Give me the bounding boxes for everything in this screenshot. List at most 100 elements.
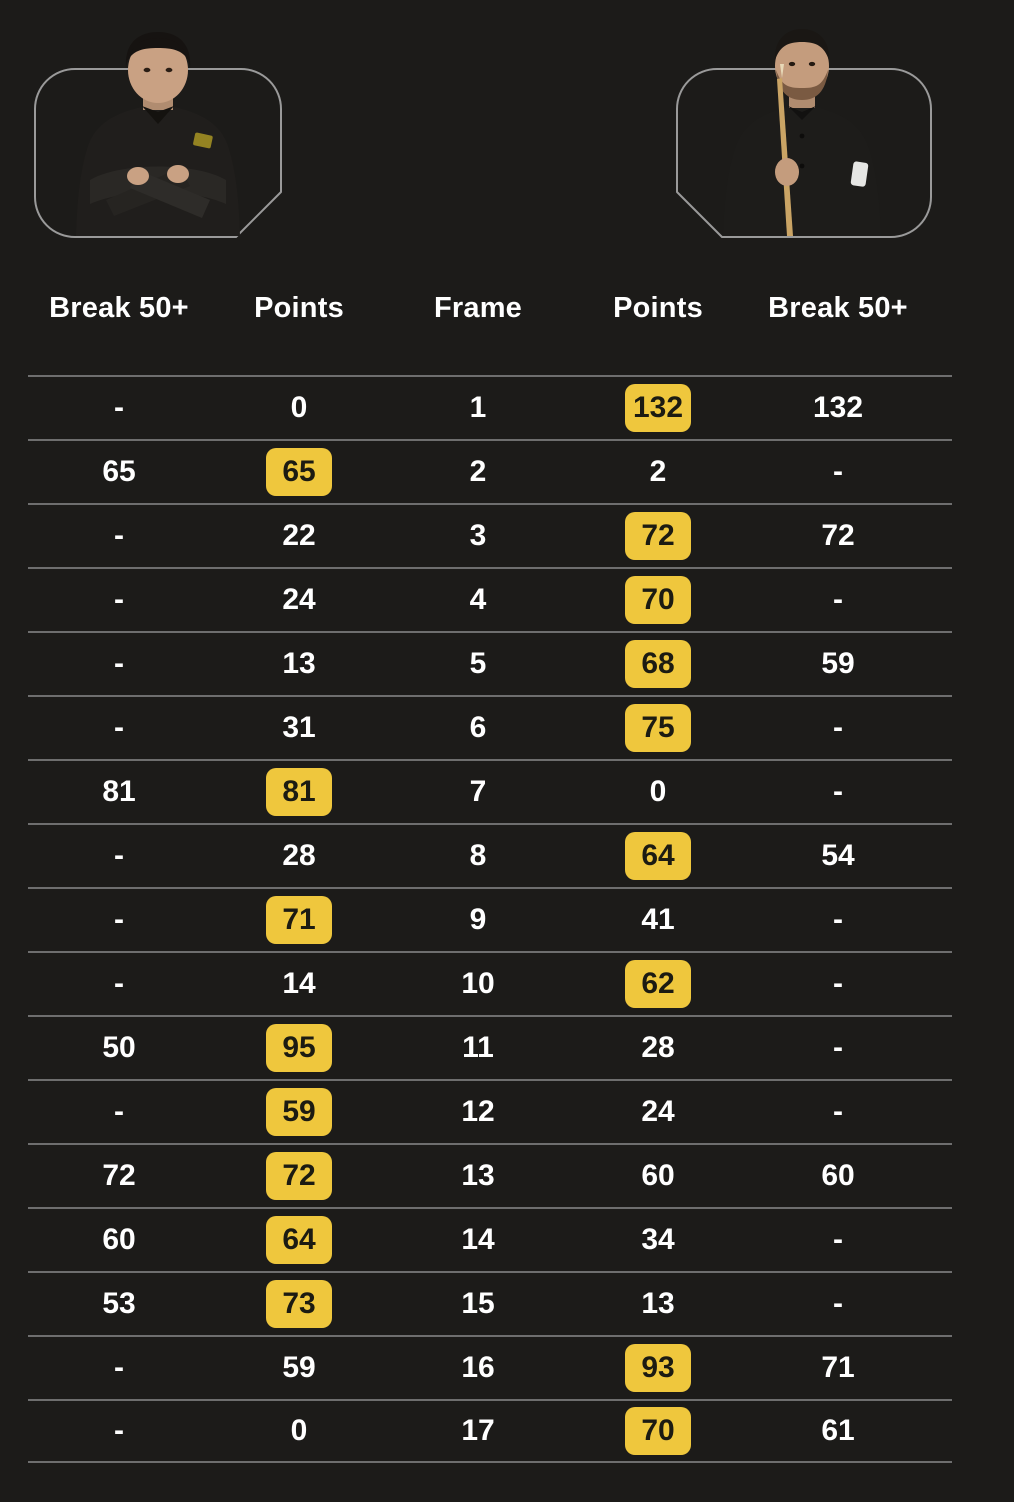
column-header-left-points: Points bbox=[254, 292, 344, 324]
right-player-photo bbox=[723, 29, 881, 236]
left-points-value: 22 bbox=[282, 519, 316, 552]
frame-row: 72 72 13 60 60 bbox=[28, 1143, 952, 1207]
frame-number: 4 bbox=[469, 583, 487, 616]
right-break-50-value: - bbox=[833, 1031, 843, 1064]
frame-number: 11 bbox=[462, 1031, 494, 1064]
frame-row: 50 95 11 28 - bbox=[28, 1015, 952, 1079]
frame-number: 7 bbox=[469, 775, 487, 808]
right-break-50-value: 60 bbox=[821, 1159, 855, 1192]
right-break-50-value: - bbox=[833, 711, 843, 744]
left-break-50-value: - bbox=[114, 903, 124, 936]
frame-row: - 24 4 70 - bbox=[28, 567, 952, 631]
right-points-value: 41 bbox=[641, 903, 675, 936]
right-break-50-value: - bbox=[833, 967, 843, 1000]
frame-row: - 28 8 64 54 bbox=[28, 823, 952, 887]
right-points-value: 34 bbox=[641, 1223, 675, 1256]
right-break-50-value: 72 bbox=[821, 519, 855, 552]
players-row bbox=[0, 0, 1014, 270]
frame-number: 10 bbox=[461, 967, 495, 1000]
column-header-right-break50: Break 50+ bbox=[768, 292, 908, 324]
frame-row: 60 64 14 34 - bbox=[28, 1207, 952, 1271]
left-break-50-value: 72 bbox=[102, 1159, 136, 1192]
right-break-50-value: 54 bbox=[821, 839, 855, 872]
frame-number: 3 bbox=[469, 519, 487, 552]
left-break-50-value: - bbox=[114, 647, 124, 680]
left-points-value: 13 bbox=[282, 647, 316, 680]
table-body: - 0 1 132 132 65 65 2 2 - - 22 3 72 72 -… bbox=[28, 375, 952, 1463]
frame-row: 53 73 15 13 - bbox=[28, 1271, 952, 1335]
right-points-value: 93 bbox=[625, 1344, 691, 1392]
table-header-row: Break 50+ Points Frame Points Break 50+ bbox=[28, 270, 952, 375]
left-break-50-value: 50 bbox=[102, 1031, 136, 1064]
left-break-50-value: - bbox=[114, 583, 124, 616]
left-break-50-value: - bbox=[114, 1351, 124, 1384]
frame-number: 1 bbox=[469, 391, 487, 424]
frame-row: 65 65 2 2 - bbox=[28, 439, 952, 503]
left-points-value: 31 bbox=[282, 711, 316, 744]
frame-number: 8 bbox=[469, 839, 487, 872]
right-break-50-value: - bbox=[833, 1223, 843, 1256]
right-break-50-value: 132 bbox=[812, 391, 864, 424]
right-break-50-value: - bbox=[833, 455, 843, 488]
right-break-50-value: - bbox=[833, 1095, 843, 1128]
left-points-value: 0 bbox=[290, 1414, 308, 1447]
right-break-50-value: - bbox=[833, 903, 843, 936]
left-points-value: 59 bbox=[266, 1088, 332, 1136]
right-points-value: 24 bbox=[641, 1095, 675, 1128]
left-break-50-value: - bbox=[114, 519, 124, 552]
left-break-50-value: - bbox=[114, 391, 124, 424]
right-break-50-value: 71 bbox=[821, 1351, 855, 1384]
left-points-value: 24 bbox=[282, 583, 316, 616]
left-points-value: 28 bbox=[282, 839, 316, 872]
right-points-value: 64 bbox=[625, 832, 691, 880]
right-points-value: 62 bbox=[625, 960, 691, 1008]
left-points-value: 72 bbox=[266, 1152, 332, 1200]
left-points-value: 95 bbox=[266, 1024, 332, 1072]
frame-row: - 31 6 75 - bbox=[28, 695, 952, 759]
right-points-value: 70 bbox=[625, 576, 691, 624]
left-break-50-value: - bbox=[114, 711, 124, 744]
frame-row: - 0 1 132 132 bbox=[28, 375, 952, 439]
frame-row: - 13 5 68 59 bbox=[28, 631, 952, 695]
column-header-frame: Frame bbox=[433, 292, 523, 324]
left-points-value: 14 bbox=[282, 967, 316, 1000]
frame-row: - 71 9 41 - bbox=[28, 887, 952, 951]
left-break-50-value: 53 bbox=[102, 1287, 136, 1320]
frame-row: - 0 17 70 61 bbox=[28, 1399, 952, 1463]
column-header-left-break50: Break 50+ bbox=[49, 292, 189, 324]
frame-row: - 59 16 93 71 bbox=[28, 1335, 952, 1399]
right-points-value: 68 bbox=[625, 640, 691, 688]
column-header-right-points: Points bbox=[613, 292, 703, 324]
frame-scores-table: Break 50+ Points Frame Points Break 50+ … bbox=[28, 270, 952, 1463]
right-points-value: 13 bbox=[641, 1287, 675, 1320]
frame-number: 17 bbox=[461, 1414, 495, 1447]
right-points-value: 0 bbox=[649, 775, 667, 808]
right-break-50-value: - bbox=[833, 583, 843, 616]
left-points-value: 59 bbox=[282, 1351, 316, 1384]
right-player-photo-frame bbox=[676, 68, 932, 238]
right-points-value: 75 bbox=[625, 704, 691, 752]
right-break-50-value: - bbox=[833, 775, 843, 808]
frame-number: 14 bbox=[461, 1223, 495, 1256]
frame-number: 16 bbox=[461, 1351, 495, 1384]
left-player-photo-frame bbox=[34, 68, 282, 238]
frame-number: 15 bbox=[461, 1287, 495, 1320]
right-player-card bbox=[676, 26, 932, 238]
right-break-50-value: 61 bbox=[821, 1414, 855, 1447]
right-points-value: 2 bbox=[649, 455, 667, 488]
left-points-value: 73 bbox=[266, 1280, 332, 1328]
left-break-50-value: - bbox=[114, 1095, 124, 1128]
frame-row: - 14 10 62 - bbox=[28, 951, 952, 1015]
right-break-50-value: 59 bbox=[821, 647, 855, 680]
frame-row: - 59 12 24 - bbox=[28, 1079, 952, 1143]
right-points-value: 132 bbox=[624, 384, 692, 432]
right-points-value: 72 bbox=[625, 512, 691, 560]
left-break-50-value: 81 bbox=[102, 775, 136, 808]
frame-number: 12 bbox=[461, 1095, 495, 1128]
left-points-value: 64 bbox=[266, 1216, 332, 1264]
frame-number: 6 bbox=[469, 711, 487, 744]
frame-row: - 22 3 72 72 bbox=[28, 503, 952, 567]
left-break-50-value: - bbox=[114, 967, 124, 1000]
left-break-50-value: 65 bbox=[102, 455, 136, 488]
left-break-50-value: - bbox=[114, 1414, 124, 1447]
